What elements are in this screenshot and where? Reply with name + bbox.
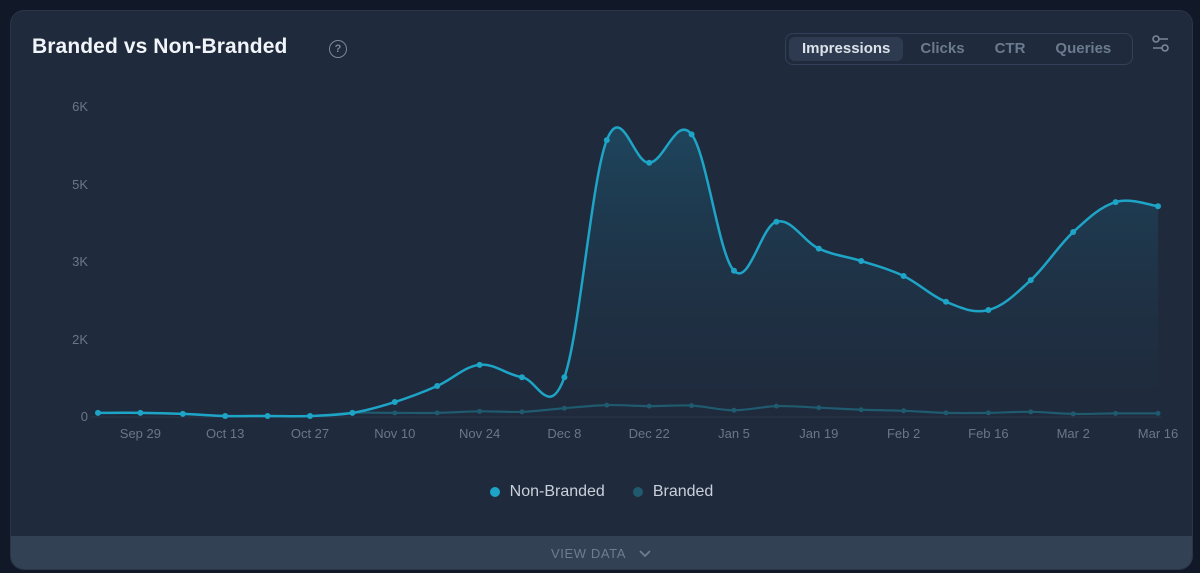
legend-label: Non-Branded (509, 483, 605, 500)
data-point[interactable] (815, 245, 822, 252)
data-point[interactable] (392, 410, 398, 416)
legend: Non-Branded Branded (11, 483, 1192, 501)
data-point[interactable] (731, 407, 737, 413)
sliders-icon[interactable] (1151, 33, 1171, 55)
x-tick-label: Oct 13 (206, 426, 245, 441)
data-point[interactable] (604, 402, 610, 408)
data-point[interactable] (264, 412, 271, 419)
x-tick-label: Feb 16 (968, 426, 1009, 441)
chart-title: Branded vs Non-Branded (32, 35, 288, 58)
y-tick-label: 0 (80, 409, 88, 424)
view-data-button[interactable]: VIEW DATA (11, 536, 1192, 569)
data-point[interactable] (689, 403, 695, 409)
data-point[interactable] (1070, 229, 1077, 236)
data-point[interactable] (1112, 199, 1119, 206)
data-point[interactable] (137, 409, 144, 416)
data-point[interactable] (391, 399, 398, 406)
y-tick-label: 5K (72, 176, 88, 192)
x-tick-label: Mar 16 (1137, 426, 1179, 441)
data-point[interactable] (561, 405, 567, 411)
data-point[interactable] (349, 409, 356, 416)
data-point[interactable] (1113, 410, 1119, 416)
data-point[interactable] (646, 159, 653, 166)
data-point[interactable] (307, 412, 313, 419)
data-point[interactable] (603, 137, 610, 144)
x-tick-label: Nov 10 (374, 426, 416, 441)
question-circle-icon[interactable]: ? (329, 40, 347, 58)
data-point[interactable] (773, 403, 779, 409)
legend-dot-icon (632, 487, 643, 497)
data-point[interactable] (646, 403, 652, 409)
data-point[interactable] (519, 374, 525, 381)
tab-impressions[interactable]: Impressions (789, 37, 904, 61)
legend-dot-icon (489, 487, 500, 497)
x-tick-label: Dec 22 (628, 426, 670, 441)
view-data-label: VIEW DATA (551, 546, 626, 561)
data-point[interactable] (222, 412, 229, 419)
legend-item-non-branded[interactable]: Non-Branded (489, 483, 605, 501)
y-tick-label: 3K (72, 254, 88, 269)
legend-label: Branded (652, 483, 714, 500)
tab-clicks[interactable]: Clicks (920, 40, 965, 57)
non-branded-line (97, 126, 1159, 418)
data-point[interactable] (434, 383, 441, 389)
non-branded-area (98, 127, 1158, 417)
x-tick-label: Nov 24 (458, 426, 501, 441)
data-point[interactable] (773, 218, 780, 225)
metric-tabs: Impressions Clicks CTR Queries (785, 33, 1133, 65)
data-point[interactable] (900, 272, 907, 279)
x-tick-label: Feb 2 (886, 426, 921, 441)
data-point[interactable] (179, 410, 186, 417)
y-tick-label: 6K (72, 99, 88, 114)
non-branded-points (95, 131, 1161, 419)
y-tick-label: 2K (72, 331, 88, 347)
data-point[interactable] (943, 410, 949, 416)
x-tick-label: Jan 19 (799, 426, 839, 441)
chart-card: Branded vs Non-Branded ? Impressions Cli… (10, 10, 1193, 570)
data-point[interactable] (943, 298, 949, 305)
data-point[interactable] (434, 410, 440, 416)
tab-queries[interactable]: Queries (1055, 40, 1112, 57)
x-tick-label: Sep 29 (119, 426, 161, 441)
data-point[interactable] (1155, 203, 1161, 210)
x-tick-label: Oct 27 (290, 426, 330, 441)
data-point[interactable] (1155, 410, 1161, 416)
data-point[interactable] (561, 374, 568, 381)
legend-item-branded[interactable]: Branded (632, 483, 714, 501)
data-point[interactable] (477, 408, 483, 414)
data-point[interactable] (1027, 277, 1034, 284)
data-point[interactable] (1028, 409, 1034, 415)
data-point[interactable] (476, 361, 483, 368)
data-point[interactable] (95, 409, 101, 416)
area-chart[interactable] (11, 11, 1193, 481)
data-point[interactable] (731, 267, 737, 274)
data-point[interactable] (816, 405, 822, 411)
data-point[interactable] (688, 131, 695, 138)
x-tick-label: Jan 5 (718, 426, 750, 441)
data-point[interactable] (858, 257, 865, 264)
tab-ctr[interactable]: CTR (994, 40, 1026, 57)
data-point[interactable] (901, 408, 907, 414)
data-point[interactable] (519, 409, 525, 415)
data-point[interactable] (985, 307, 992, 314)
data-point[interactable] (1070, 411, 1076, 417)
data-point[interactable] (858, 407, 864, 413)
x-tick-label: Mar 2 (1056, 426, 1090, 441)
chevron-down-icon (639, 549, 651, 557)
x-tick-label: Dec 8 (547, 426, 582, 441)
data-point[interactable] (985, 410, 991, 416)
